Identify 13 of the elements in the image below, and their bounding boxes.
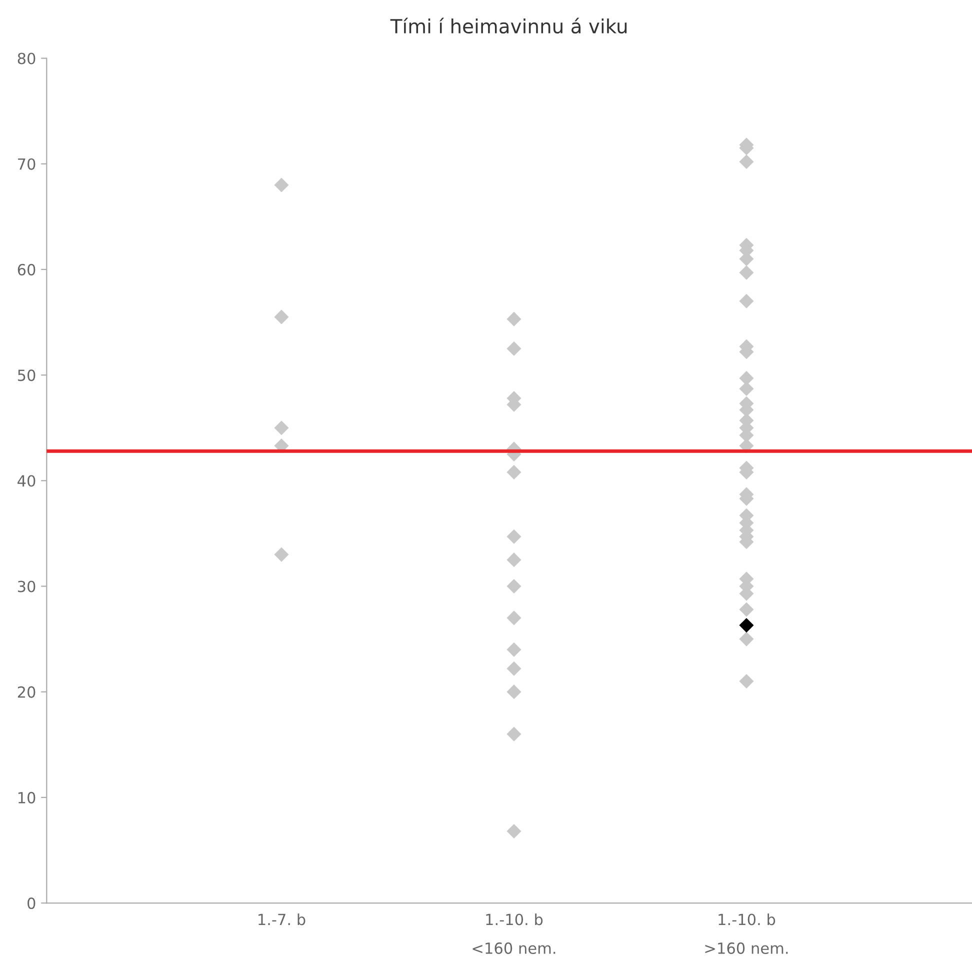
y-tick-label: 20 xyxy=(18,686,36,698)
y-tick-label: 30 xyxy=(18,580,36,592)
x-tick-label: 1.-10. b >160 nem. xyxy=(705,913,788,954)
chart-title: Tími í heimavinnu á viku xyxy=(390,18,627,34)
y-tick-label: 70 xyxy=(18,158,36,170)
y-tick-label: 40 xyxy=(18,475,36,487)
y-tick-label: 60 xyxy=(18,264,36,276)
y-tick-label: 50 xyxy=(18,370,36,382)
y-tick-label: 10 xyxy=(18,792,36,804)
y-tick-label: 80 xyxy=(18,52,36,64)
y-tick-label: 0 xyxy=(28,897,36,910)
x-tick-label: 1.-7. b xyxy=(258,913,306,926)
x-tick-label: 1.-10. b <160 nem. xyxy=(472,913,556,954)
